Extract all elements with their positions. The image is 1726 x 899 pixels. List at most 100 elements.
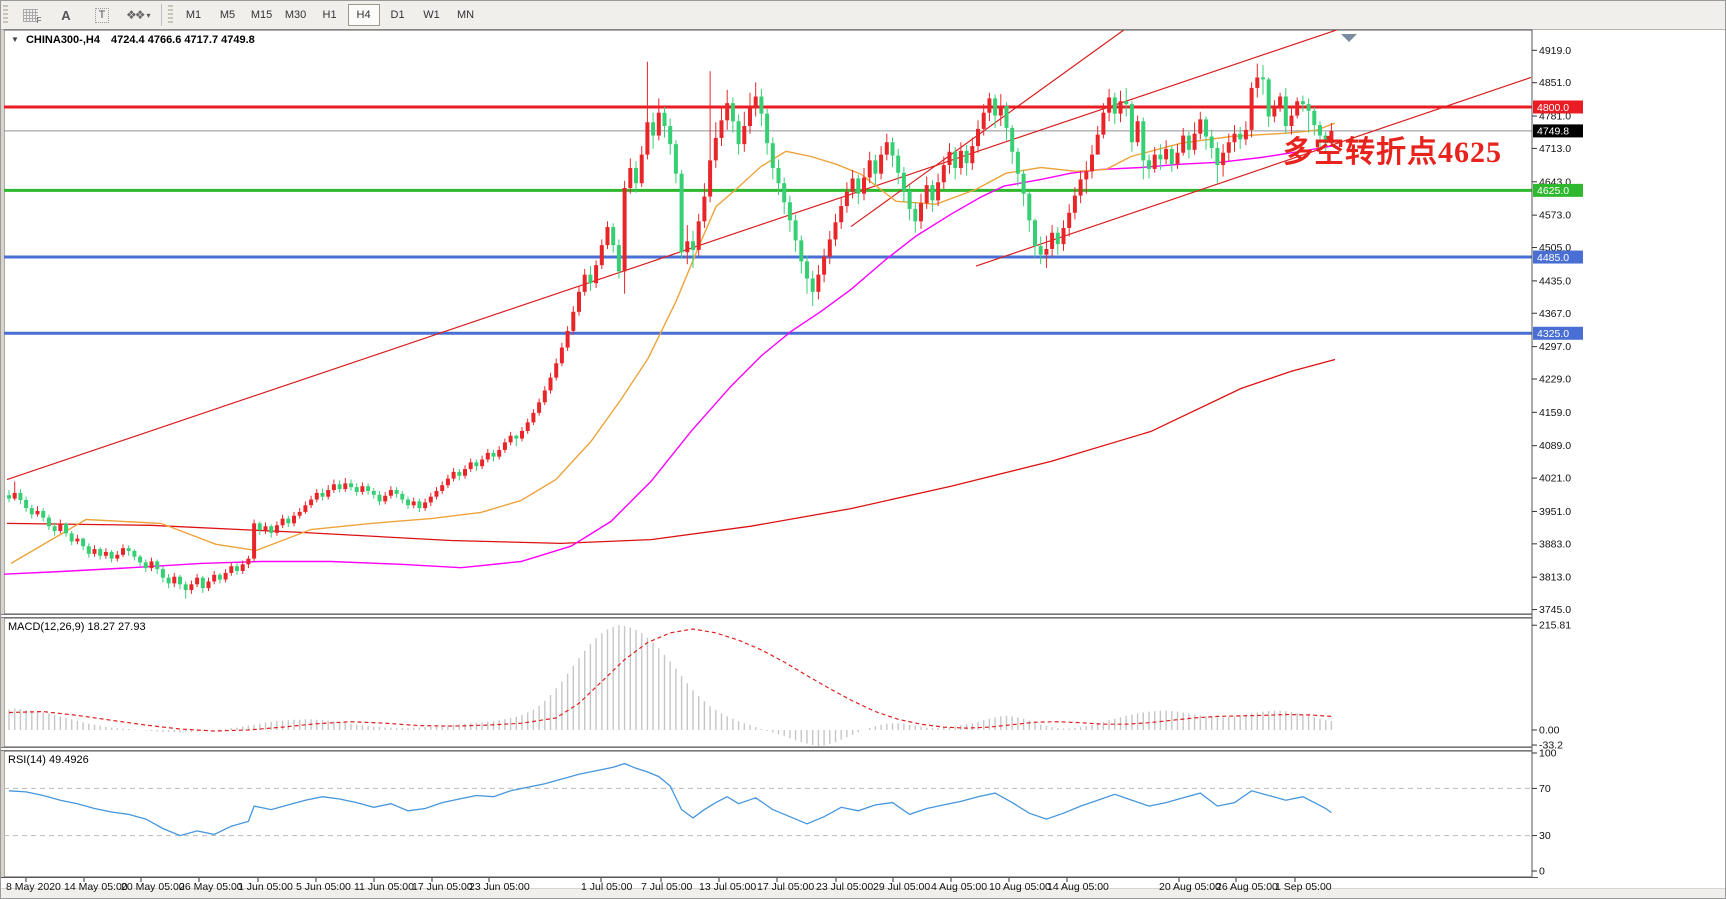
candle	[263, 526, 268, 531]
chart-grid-icon: F	[22, 8, 42, 25]
candle	[195, 577, 200, 585]
candle	[1084, 171, 1089, 180]
macd-tick-label: -33.2	[1539, 740, 1563, 752]
timeframe-button-m30[interactable]: M30	[284, 9, 307, 21]
trendline-channel-lower[interactable]	[975, 76, 1532, 267]
candle	[565, 330, 570, 348]
candle	[337, 484, 342, 490]
price-tick-label: 3951.0	[1539, 506, 1571, 518]
candle	[1010, 127, 1015, 152]
candle	[1261, 77, 1265, 80]
timeframe-button-mn[interactable]: MN	[456, 9, 475, 21]
candle	[417, 501, 422, 509]
candle	[1175, 152, 1180, 165]
time-tick-label: 23 Jun 05:00	[469, 881, 530, 893]
toolbar-grip-2[interactable]	[167, 5, 173, 25]
price-tick-label: 4435.0	[1539, 275, 1571, 287]
timeframe-button-m5[interactable]: M5	[219, 9, 236, 21]
candle	[554, 363, 559, 378]
chart-title: ▼ CHINA300-,H4 4724.4 4766.6 4717.7 4749…	[11, 34, 255, 46]
price-badge	[1533, 183, 1583, 197]
candle	[696, 221, 701, 250]
candle	[702, 196, 707, 222]
time-tick-label: 26 Aug 05:00	[1216, 881, 1278, 893]
price-badge	[1533, 100, 1583, 114]
candle	[451, 471, 456, 479]
timeframe-button-h1[interactable]: H1	[322, 9, 337, 21]
candle	[1038, 246, 1043, 255]
bottom-resize-strip	[1, 888, 1725, 898]
macd-tick-label: 215.81	[1539, 620, 1571, 632]
candle	[765, 113, 770, 144]
trendline-ascending-main[interactable]	[6, 26, 1347, 481]
indicators-button[interactable]: ❖❖ ▾	[121, 3, 156, 27]
candle	[235, 566, 239, 571]
candle	[645, 122, 650, 155]
toolbar-grip[interactable]	[3, 5, 8, 25]
candle	[286, 518, 291, 524]
candle	[423, 502, 428, 509]
candle	[770, 143, 775, 168]
text-label-button[interactable]: T	[85, 3, 119, 27]
candle	[383, 495, 388, 502]
candle	[987, 98, 992, 113]
candle	[1238, 133, 1243, 140]
candle	[160, 569, 165, 578]
timeframe-button-m15[interactable]: M15	[250, 9, 273, 21]
rsi-panel-grip[interactable]	[1, 751, 4, 877]
macd-panel[interactable]	[3, 617, 1533, 748]
main-panel-grip[interactable]	[1, 30, 4, 614]
ma-fast-orange-line	[10, 122, 1336, 565]
timeframe-button-d1[interactable]: D1	[390, 9, 405, 21]
candle	[1124, 101, 1129, 105]
price-badge-label: 4800.0	[1537, 102, 1569, 114]
trendline-channel-steep[interactable]	[850, 26, 1130, 228]
candle	[1061, 227, 1066, 245]
candle	[998, 106, 1003, 116]
candle	[662, 112, 667, 127]
timeframe-button-w1[interactable]: W1	[423, 9, 440, 21]
candle	[901, 172, 906, 191]
chart-grid-button[interactable]: F	[13, 3, 47, 27]
candle	[599, 245, 604, 266]
time-tick-label: 10 Aug 05:00	[989, 881, 1051, 893]
candle	[502, 442, 507, 450]
candle	[1289, 115, 1294, 127]
candle	[1186, 135, 1191, 150]
candle	[879, 154, 884, 174]
price-badge-label: 4749.8	[1537, 126, 1569, 138]
candle	[827, 239, 832, 257]
candle	[833, 222, 838, 240]
candle	[1118, 101, 1123, 114]
candle	[229, 566, 234, 573]
candle	[485, 452, 490, 460]
collapse-triangle-icon[interactable]: ▼	[11, 35, 19, 44]
candle	[440, 485, 445, 491]
candle	[149, 561, 154, 569]
candle	[1215, 147, 1220, 166]
candle	[873, 160, 878, 174]
candle	[844, 191, 849, 207]
candle	[993, 98, 998, 116]
candle	[274, 525, 279, 533]
price-tick-label: 4851.0	[1539, 77, 1571, 89]
candle	[121, 548, 125, 555]
cursor-tool-button[interactable]: A	[49, 3, 83, 27]
candle	[839, 206, 844, 223]
candle	[326, 490, 331, 497]
timeframe-button-m1[interactable]: M1	[185, 9, 202, 21]
candle	[138, 556, 143, 563]
price-tick-label: 4021.0	[1539, 473, 1571, 485]
trend-marker-triangle-icon[interactable]	[1341, 34, 1357, 42]
candle	[856, 178, 861, 194]
price-badge-label: 4625.0	[1537, 185, 1569, 197]
price-tick-label: 3883.0	[1539, 538, 1571, 550]
candle	[1192, 133, 1197, 150]
candle	[1101, 112, 1106, 135]
price-tick-label: 4089.0	[1539, 440, 1571, 452]
rsi-panel[interactable]	[3, 750, 1533, 878]
candle	[730, 103, 735, 122]
timeframe-button-h4[interactable]: H4	[347, 4, 380, 26]
macd-panel-grip[interactable]	[1, 618, 4, 747]
